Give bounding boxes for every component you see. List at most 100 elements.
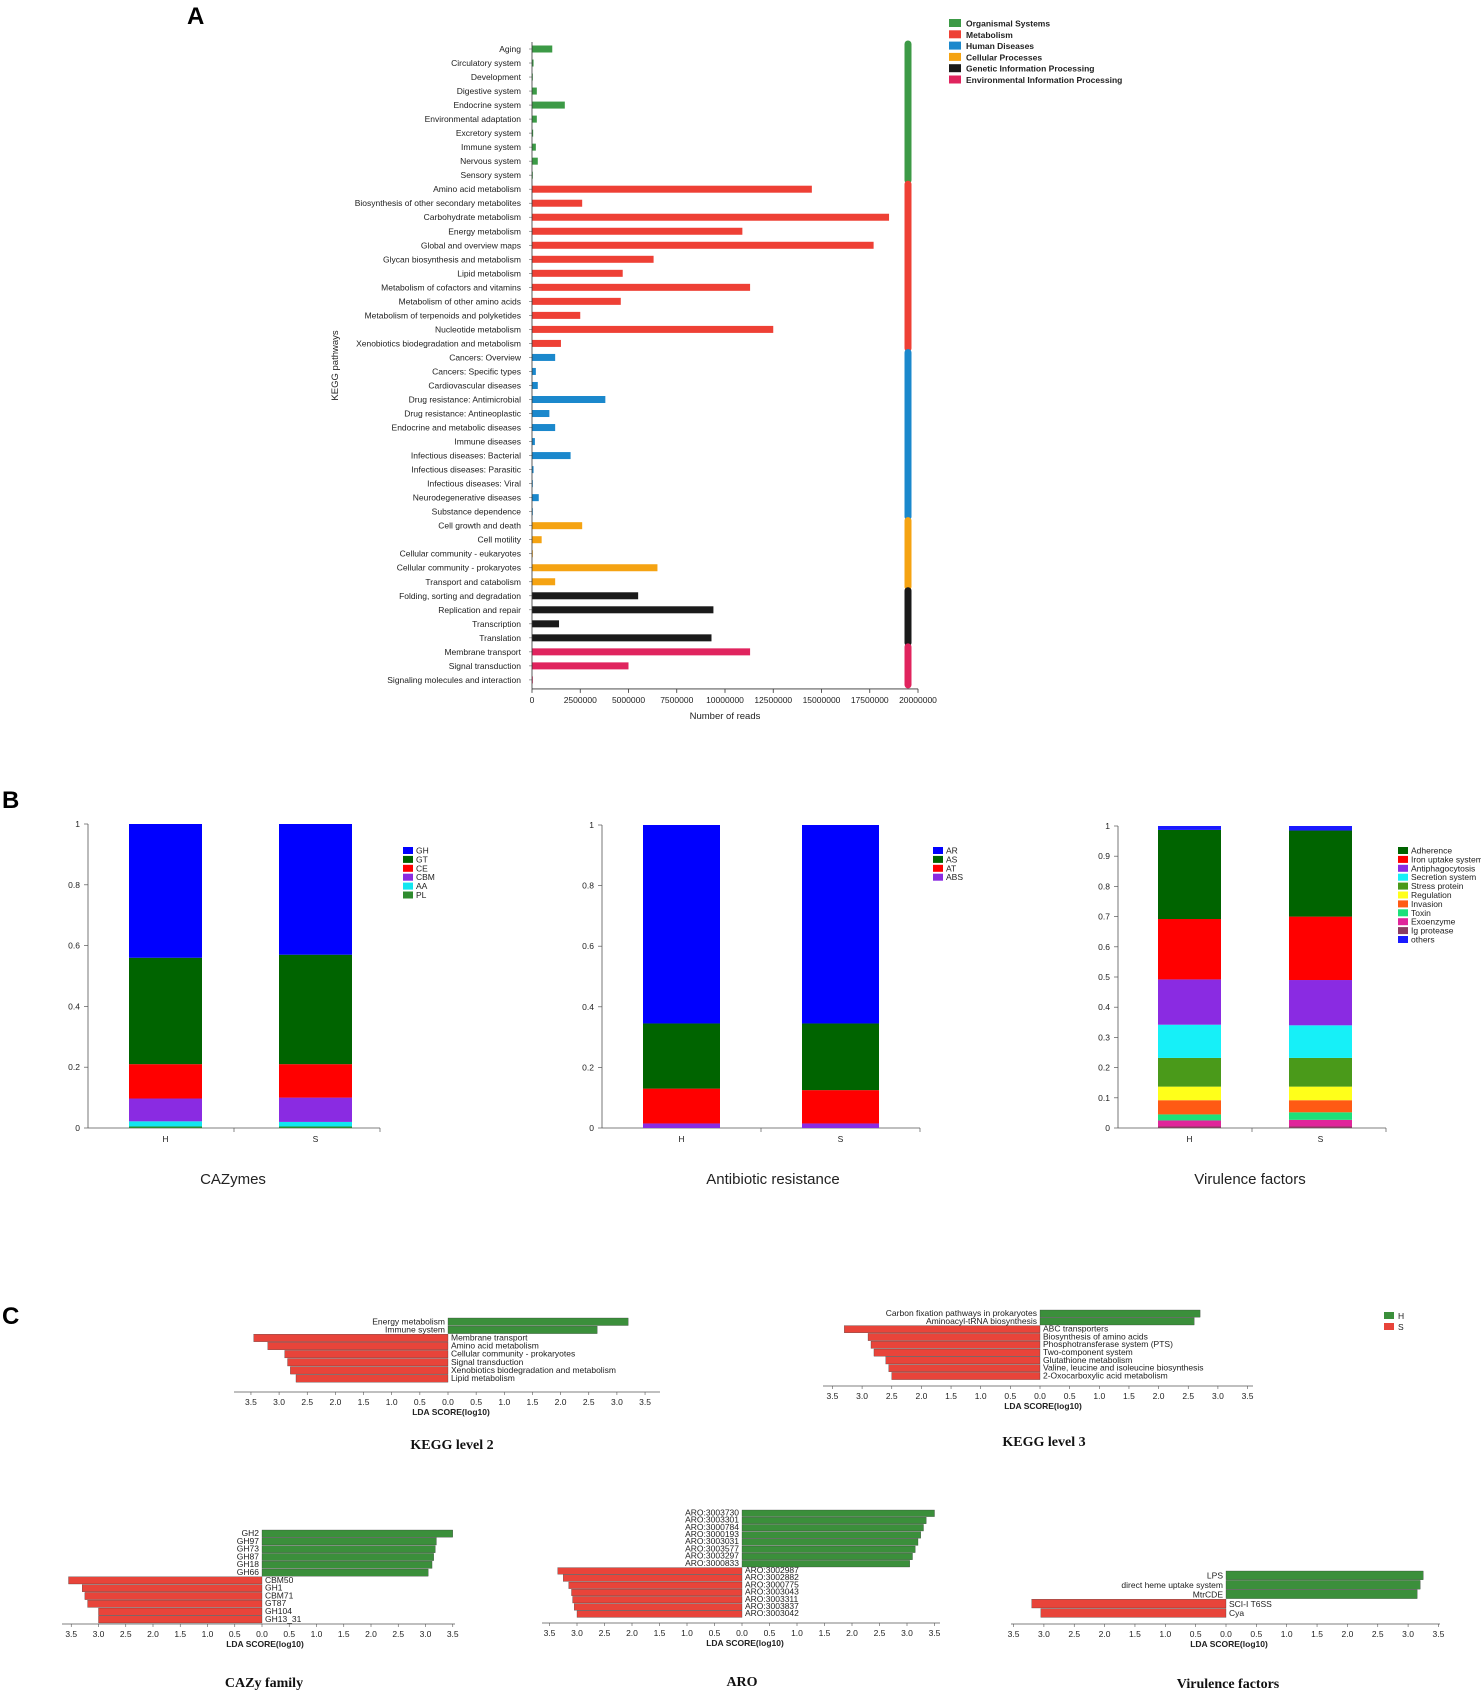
pathway-label-signaling-molecules-and-interaction: Signaling molecules and interaction [387, 675, 521, 685]
legend-swatch-antiphagocytosis [1398, 864, 1408, 872]
x-tick-label: 12500000 [754, 695, 792, 705]
legend-swatch-h [1384, 1312, 1394, 1319]
legend-label-human-diseases: Human Diseases [966, 41, 1034, 51]
pathway-bar-substance-dependence [532, 508, 533, 516]
x-tick-label: 0.0 [256, 1629, 268, 1639]
x-tick-label: 2.5 [1068, 1629, 1080, 1639]
legend-swatch-ig-protease [1398, 927, 1408, 935]
pathway-bar-global-and-overview-maps [532, 241, 874, 249]
legend-swatch-exoenzyme [1398, 918, 1408, 926]
pathway-bar-digestive-system [532, 87, 537, 95]
lda-bar-gh104 [98, 1607, 263, 1616]
pathway-label-infectious-diseases-viral: Infectious diseases: Viral [427, 479, 521, 489]
y-tick-label: 1 [589, 820, 594, 830]
x-tick-label: 0.5 [414, 1397, 426, 1407]
lda-label-signal-transduction: Signal transduction [451, 1357, 524, 1367]
pathway-bar-signaling-molecules-and-interaction [532, 676, 533, 684]
x-tick-label: 0 [530, 695, 535, 705]
lda-bar-abc-transporters [844, 1325, 1041, 1333]
kegg-pathways-chart: Aging Circulatory system Development Digest… [330, 19, 1122, 722]
x-tick-label: 3.5 [1433, 1629, 1445, 1639]
lda-bar-2-oxocarboxylic-acid-metabolism [891, 1372, 1041, 1380]
y-tick-label: 0.6 [582, 941, 594, 951]
x-tick-label: 20000000 [899, 695, 937, 705]
y-tick-label: 0.7 [1098, 912, 1110, 922]
stack-segment-gt-h [129, 957, 202, 1065]
chart-caption-kegg-level-3: KEGG level 3 [1002, 1435, 1085, 1450]
pathway-bar-development [532, 73, 533, 81]
x-axis-title: LDA SCORE(log10) [1004, 1401, 1082, 1411]
stack-segment-ar-s [802, 825, 879, 1024]
chart-caption-aro: ARO [726, 1675, 757, 1690]
lda-bar-aro-3000775 [568, 1581, 743, 1589]
y-tick-label: 0 [1105, 1123, 1110, 1133]
lda-label-lps: LPS [1207, 1571, 1223, 1581]
pathway-bar-energy-metabolism [532, 227, 743, 235]
legend-swatch-environmental-information-processing [949, 75, 961, 84]
y-tick-label: 0.3 [1098, 1032, 1110, 1042]
stack-segment-stress-protein-h [1158, 1057, 1221, 1087]
lda-bar-aro-3003042 [576, 1610, 743, 1618]
pathway-label-xenobiotics-biodegradation-and-metabolism: Xenobiotics biodegradation and metabolis… [356, 338, 521, 348]
lda-label-lipid-metabolism: Lipid metabolism [451, 1373, 515, 1383]
lda-label-aminoacyl-trna-biosynthesis: Aminoacyl-tRNA biosynthesis [926, 1316, 1037, 1326]
x-tick-label: 2.0 [1099, 1629, 1111, 1639]
lda-label-aro-3000193: ARO:3000193 [685, 1529, 739, 1539]
lda-bar-immune-system [447, 1325, 598, 1334]
pathway-label-signal-transduction: Signal transduction [449, 661, 522, 671]
x-tick-label: 2.0 [1153, 1391, 1165, 1401]
lda-bar-cya [1040, 1608, 1227, 1618]
pathway-bar-sensory-system [532, 171, 533, 179]
pathway-bar-endocrine-system [532, 101, 565, 109]
x-tick-label: 1.5 [654, 1628, 666, 1638]
pathway-label-endocrine-and-metabolic-diseases: Endocrine and metabolic diseases [392, 423, 521, 433]
pathway-label-transcription: Transcription [472, 619, 521, 629]
legend-label-ig-protease: Ig protease [1411, 926, 1454, 936]
lda-bar-biosynthesis-of-amino-acids [867, 1333, 1041, 1341]
lda-bar-sci-i-t6ss [1031, 1599, 1227, 1609]
pathway-label-energy-metabolism: Energy metabolism [448, 226, 521, 236]
pathway-label-circulatory-system: Circulatory system [451, 58, 521, 68]
pathway-bar-endocrine-and-metabolic-diseases [532, 424, 556, 432]
y-tick-label: 0.6 [68, 941, 80, 951]
x-tick-label: 0.0 [736, 1628, 748, 1638]
legend-swatch-pl [403, 891, 413, 899]
lda-label-gh1: GH1 [265, 1583, 283, 1593]
lda-bar-aro-3000784 [741, 1524, 924, 1532]
legend-swatch-others [1398, 936, 1408, 943]
x-tick-label: 1.5 [819, 1628, 831, 1638]
legend-label-stress-protein: Stress protein [1411, 881, 1464, 891]
y-tick-label: 0 [589, 1123, 594, 1133]
stack-segment-ce-h [129, 1064, 202, 1099]
x-tick-label: 2.5 [301, 1397, 313, 1407]
x-tick-label: 2.0 [626, 1628, 638, 1638]
pathway-bar-metabolism-of-other-amino-acids [532, 297, 621, 305]
x-tick-label: 0.0 [1220, 1629, 1232, 1639]
x-tick-label: 5000000 [612, 695, 645, 705]
lda-bar-aminoacyl-trna-biosynthesis [1039, 1317, 1195, 1326]
lda-label-gh2: GH2 [242, 1528, 260, 1538]
legend-label-regulation: Regulation [1411, 890, 1452, 900]
x-tick-label: 3.0 [901, 1628, 913, 1638]
pathway-bar-folding-sorting-and-degradation [532, 592, 639, 600]
chart-caption-cazymes: CAZymes [200, 1171, 266, 1188]
legend-label-iron-uptake-system: Iron uptake system [1411, 854, 1481, 864]
y-tick-label: 0.4 [68, 1001, 80, 1011]
legend-swatch-at [933, 864, 943, 872]
pathway-label-metabolism-of-other-amino-acids: Metabolism of other amino acids [399, 296, 521, 306]
x-tick-label: 2.5 [874, 1628, 886, 1638]
stack-segment-invasion-h [1158, 1100, 1221, 1115]
stack-segment-as-s [802, 1023, 879, 1091]
y-tick-label: 1 [1105, 821, 1110, 831]
stack-segment-gt-s [279, 954, 352, 1065]
stack-segment-cbm-s [279, 1097, 352, 1122]
pathway-label-cell-growth-and-death: Cell growth and death [438, 521, 521, 531]
pathway-label-sensory-system: Sensory system [461, 170, 521, 180]
lda-bar-two-component-system [873, 1348, 1041, 1357]
lda-label-aro-3000784: ARO:3000784 [685, 1522, 739, 1532]
legend-label-invasion: Invasion [1411, 899, 1443, 909]
x-tick-label: 3.0 [1038, 1629, 1050, 1639]
lda-label-abc-transporters: ABC transporters [1043, 1324, 1108, 1334]
lda-label-carbon-fixation-pathways-in-prokaryotes: Carbon fixation pathways in prokaryotes [886, 1308, 1037, 1318]
